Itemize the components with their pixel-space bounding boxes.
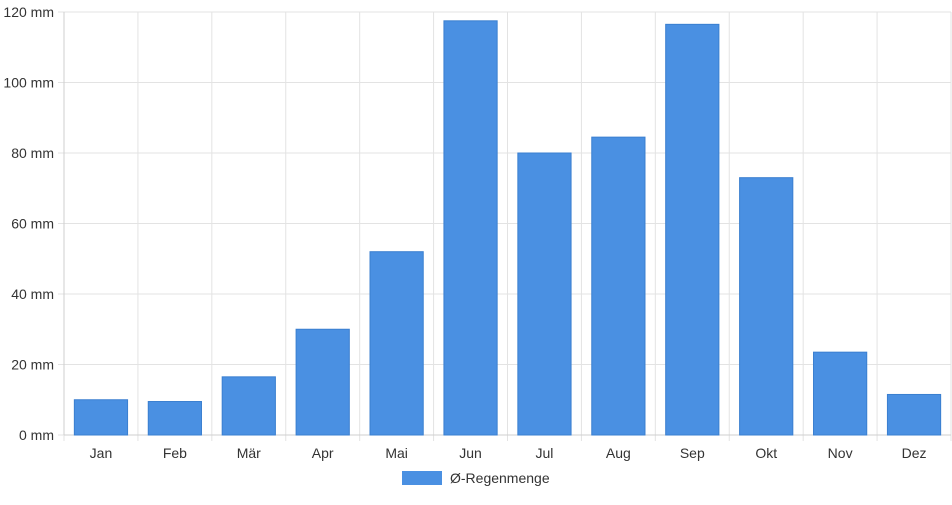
bars-layer xyxy=(73,20,942,436)
bar-dez[interactable] xyxy=(886,393,942,436)
bar-mär[interactable] xyxy=(221,376,276,436)
legend-swatch xyxy=(402,471,442,485)
grid-layer xyxy=(58,11,952,441)
bar-sep[interactable] xyxy=(665,23,720,436)
x-tick-label: Jul xyxy=(536,445,554,461)
bar-jul[interactable] xyxy=(517,152,572,436)
bar-aug[interactable] xyxy=(591,136,646,436)
bar-jan[interactable] xyxy=(73,399,129,436)
y-tick-labels: 0 mm 20 mm 40 mm 60 mm 80 mm 100 mm 120 mm xyxy=(3,4,54,443)
x-tick-label: Dez xyxy=(902,445,927,461)
bar-mai[interactable] xyxy=(369,251,424,436)
legend-label: Ø-Regenmenge xyxy=(450,470,550,486)
y-tick-label: 40 mm xyxy=(11,286,54,302)
bar-apr[interactable] xyxy=(295,328,350,436)
bar-nov[interactable] xyxy=(813,351,868,436)
axis-layer xyxy=(63,12,951,436)
x-tick-label: Okt xyxy=(755,445,777,461)
x-tick-label: Aug xyxy=(606,445,631,461)
x-tick-labels: Jan Feb Mär Apr Mai Jun Jul Aug Sep Okt Nov Dez xyxy=(90,445,927,461)
y-tick-label: 0 mm xyxy=(19,427,54,443)
x-tick-label: Sep xyxy=(680,445,705,461)
y-tick-label: 80 mm xyxy=(11,145,54,161)
y-tick-label: 120 mm xyxy=(3,4,54,20)
x-tick-label: Jun xyxy=(459,445,482,461)
bar-jun[interactable] xyxy=(443,20,498,436)
y-tick-label: 20 mm xyxy=(11,357,54,373)
x-tick-label: Mär xyxy=(237,445,261,461)
legend[interactable]: Ø-Regenmenge xyxy=(402,470,550,486)
x-tick-label: Apr xyxy=(312,445,334,461)
x-tick-label: Mai xyxy=(385,445,408,461)
x-tick-label: Jan xyxy=(90,445,113,461)
y-tick-label: 60 mm xyxy=(11,216,54,232)
bar-feb[interactable] xyxy=(147,401,202,436)
y-tick-label: 100 mm xyxy=(3,75,54,91)
bar-okt[interactable] xyxy=(739,177,794,436)
x-tick-label: Nov xyxy=(828,445,853,461)
x-tick-label: Feb xyxy=(163,445,187,461)
